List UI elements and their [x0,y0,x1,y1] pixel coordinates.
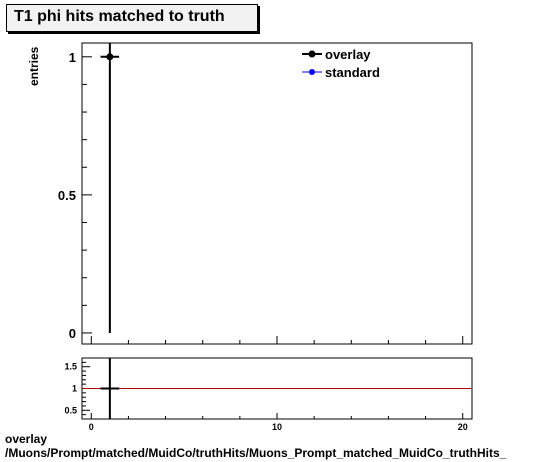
legend-overlay-marker [308,50,316,58]
legend-standard-marker [309,69,315,75]
legend-standard-label: standard [325,65,380,80]
footer-line-2: /Muons/Prompt/matched/MuidCo/truthHits/M… [5,446,507,460]
ratio-plot: 0.5 1 1.5 0 10 20 [64,357,473,432]
title-box: T1 phi hits matched to truth [6,4,258,32]
ratio-axes: 0.5 1 1.5 0 10 20 [64,362,467,432]
legend: overlay standard [302,47,380,80]
footer-line-1: overlay [5,432,48,446]
data-point [106,53,114,61]
x-tick-label: 10 [272,422,282,432]
ratio-data [82,358,472,419]
main-axes: 00.51 [58,50,464,344]
ratio-y-tick-label: 1 [72,384,77,394]
legend-overlay-label: overlay [325,47,371,62]
chart-title: T1 phi hits matched to truth [14,8,225,25]
y-tick-label: 1 [69,50,76,65]
main-plot-frame [81,42,473,345]
main-data [100,43,120,333]
x-tick-label: 0 [89,422,94,432]
ratio-y-tick-label: 1.5 [64,362,77,372]
ratio-y-tick-label: 0.5 [64,405,77,415]
x-tick-label: 20 [458,422,468,432]
main-plot: 00.51 overlay standard [58,42,473,345]
y-tick-label: 0.5 [58,188,76,203]
y-tick-label: 0 [69,326,76,341]
